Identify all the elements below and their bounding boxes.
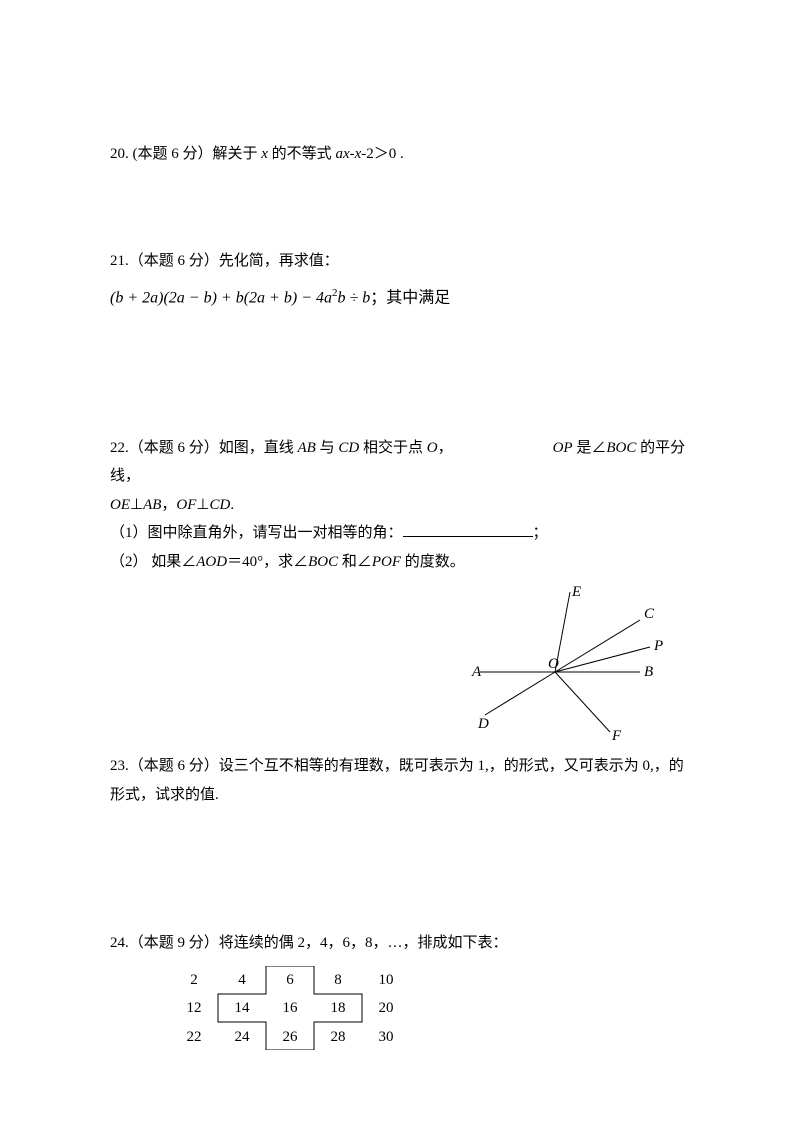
- cell: 18: [314, 994, 362, 1023]
- p22-cd: CD: [338, 440, 359, 456]
- p22-l1e: 是∠: [573, 440, 607, 456]
- p20-label: 20. (本题 6 分）解关于: [110, 146, 261, 162]
- cell: 28: [314, 1023, 362, 1052]
- cell: 16: [266, 994, 314, 1023]
- p24-text: 24.（本题 9 分）将连续的偶 2，4，6，8，…，排成如下表：: [110, 929, 690, 958]
- p22-line3: （1）图中除直角外，请写出一对相等的角： ；: [110, 519, 690, 548]
- cell: 10: [362, 966, 410, 995]
- label-E: E: [571, 584, 581, 600]
- p21-fa: (b + 2a)(2a − b) + b(2a + b) − 4a: [110, 289, 332, 306]
- label-F: F: [611, 728, 622, 742]
- p22-boc2: BOC: [308, 554, 338, 570]
- p21-label: 21.（本题 6 分）先化简，再求值：: [110, 247, 690, 276]
- cell: 22: [170, 1023, 218, 1052]
- p22-l4d: 的度数。: [401, 554, 465, 570]
- label-C: C: [644, 606, 655, 622]
- table-row: 12 14 16 18 20: [170, 994, 410, 1023]
- problem-22: 22.（本题 6 分）如图，直线 AB 与 CD 相交于点 O，OP 是∠BOC…: [110, 434, 690, 743]
- cell: 20: [362, 994, 410, 1023]
- cell: 4: [218, 966, 266, 995]
- cell: 14: [218, 994, 266, 1023]
- p22-ab2: AB: [143, 497, 161, 513]
- p22-l3end: ；: [533, 525, 548, 541]
- cell: 8: [314, 966, 362, 995]
- p23-text: 23.（本题 6 分）设三个互不相等的有理数，既可表示为 1,，的形式，又可表示…: [110, 758, 684, 803]
- p22-diagram-container: A B C D E F O P: [110, 582, 690, 742]
- cell: 6: [266, 966, 314, 995]
- label-O: O: [548, 656, 559, 672]
- p22-boc: BOC: [606, 440, 636, 456]
- p22-perp1: ⊥: [130, 497, 143, 513]
- p24-table-container: 2 4 6 8 10 12 14 16 18 20 22 24 26 28 30: [170, 966, 690, 1052]
- p22-l1b: 与: [316, 440, 339, 456]
- problem-24: 24.（本题 9 分）将连续的偶 2，4，6，8，…，排成如下表： 2 4 6 …: [110, 929, 690, 1051]
- p20-mid: 的不等式: [268, 146, 336, 162]
- cell: 2: [170, 966, 218, 995]
- p21-fb: b ÷ b: [337, 289, 370, 306]
- p20-var-x: x: [261, 146, 268, 162]
- p22-l3: （1）图中除直角外，请写出一对相等的角：: [110, 525, 403, 541]
- p22-o: O: [427, 440, 438, 456]
- angle-diagram: A B C D E F O P: [430, 582, 680, 742]
- cell: 24: [218, 1023, 266, 1052]
- label-D: D: [477, 716, 489, 732]
- cell: 12: [170, 994, 218, 1023]
- p21-formula: (b + 2a)(2a − b) + b(2a + b) − 4a2b ÷ b；…: [110, 283, 690, 314]
- p22-oe: OE: [110, 497, 130, 513]
- number-table: 2 4 6 8 10 12 14 16 18 20 22 24 26 28 30: [170, 966, 410, 1052]
- label-B: B: [644, 664, 653, 680]
- p22-op: OP: [553, 440, 573, 456]
- label-A: A: [471, 664, 482, 680]
- label-P: P: [653, 638, 663, 654]
- problem-21: 21.（本题 6 分）先化简，再求值： (b + 2a)(2a − b) + b…: [110, 247, 690, 314]
- p20-var-ax: ax: [335, 146, 349, 162]
- problem-23: 23.（本题 6 分）设三个互不相等的有理数，既可表示为 1,，的形式，又可表示…: [110, 752, 690, 809]
- p22-comma: ，: [161, 497, 176, 513]
- p22-line4: （2） 如果∠AOD＝40°，求∠BOC 和∠POF 的度数。: [110, 548, 690, 577]
- p22-of: OF: [176, 497, 196, 513]
- table-row: 22 24 26 28 30: [170, 1023, 410, 1052]
- p22-l1a: 22.（本题 6 分）如图，直线: [110, 440, 298, 456]
- cell: 26: [266, 1023, 314, 1052]
- p22-l4b: ＝40°，求∠: [227, 554, 308, 570]
- p22-l1d: ，: [438, 440, 453, 456]
- p22-pof: POF: [372, 554, 401, 570]
- p22-perp2: ⊥: [196, 497, 209, 513]
- p22-l4c: 和∠: [338, 554, 372, 570]
- p22-period: .: [230, 497, 234, 513]
- p20-tail: -2＞0 .: [361, 146, 404, 162]
- p22-ab: AB: [298, 440, 316, 456]
- p21-tail: ；其中满足: [370, 289, 450, 306]
- p22-line2: OE⊥AB，OF⊥CD.: [110, 491, 690, 520]
- problem-20: 20. (本题 6 分）解关于 x 的不等式 ax-x-2＞0 .: [110, 140, 690, 169]
- p22-cd2: CD: [210, 497, 231, 513]
- p22-aod: AOD: [196, 554, 227, 570]
- p22-l4a: （2） 如果∠: [110, 554, 196, 570]
- cell: 30: [362, 1023, 410, 1052]
- table-row: 2 4 6 8 10: [170, 966, 410, 995]
- p22-l1c: 相交于点: [359, 440, 427, 456]
- p22-line1: 22.（本题 6 分）如图，直线 AB 与 CD 相交于点 O， OP 是∠BOC…: [110, 434, 690, 491]
- p22-blank: [403, 522, 533, 537]
